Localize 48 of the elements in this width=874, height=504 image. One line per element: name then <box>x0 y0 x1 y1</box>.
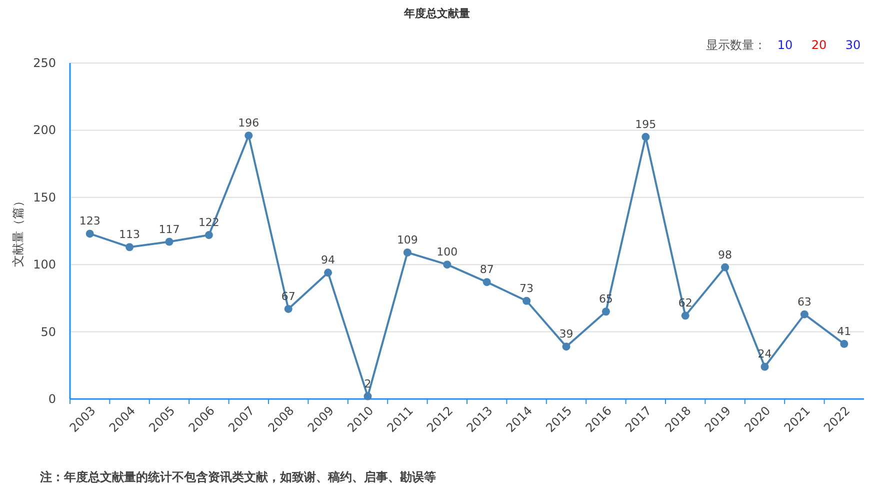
y-tick-label: 250 <box>33 56 56 70</box>
point <box>244 132 253 140</box>
point <box>86 230 94 238</box>
text: 注：年度总文献量的统计不包含资讯类文献，如致谢、稿约、启事、勘误等 <box>39 470 436 484</box>
data-label: 39 <box>559 328 574 341</box>
point <box>721 263 730 272</box>
data-label: 73 <box>520 282 534 295</box>
point <box>165 238 174 246</box>
point <box>204 231 213 240</box>
data-label: 41 <box>837 324 852 338</box>
point <box>403 248 412 257</box>
point <box>522 296 531 305</box>
point <box>126 243 134 252</box>
point <box>642 132 650 141</box>
point <box>324 268 332 277</box>
data-label: 123 <box>79 214 100 228</box>
data-label: 63 <box>797 295 812 308</box>
y-tick-label: 200 <box>33 123 56 138</box>
point <box>840 340 848 348</box>
point <box>562 342 570 351</box>
point <box>760 362 769 371</box>
data-label: 100 <box>436 246 458 259</box>
point <box>482 278 491 286</box>
data-label: 94 <box>321 254 336 267</box>
y-tick-label: 0 <box>48 392 56 406</box>
data-label: 2 <box>364 377 372 390</box>
y-axis-title: 文献量（篇） <box>11 195 25 267</box>
point <box>800 310 808 318</box>
text: 30 <box>845 38 861 52</box>
point <box>284 304 292 313</box>
data-label: 98 <box>718 248 732 262</box>
point <box>443 260 452 269</box>
point <box>681 312 690 320</box>
text: 20 <box>811 38 827 52</box>
y-tick-label: 50 <box>40 324 56 339</box>
point <box>364 392 372 400</box>
y-tick-label: 150 <box>33 190 56 204</box>
data-label: 195 <box>635 118 656 131</box>
text: 10 <box>777 38 793 52</box>
chart-title: 年度总文献量 <box>403 7 470 20</box>
point <box>602 308 610 316</box>
y-tick-label: 100 <box>33 258 56 272</box>
data-label: 109 <box>396 234 418 247</box>
data-label: 117 <box>158 222 180 236</box>
data-label: 196 <box>238 116 260 130</box>
text: 显示数量： <box>706 38 766 52</box>
data-label: 113 <box>119 228 140 242</box>
data-label: 87 <box>480 263 494 276</box>
